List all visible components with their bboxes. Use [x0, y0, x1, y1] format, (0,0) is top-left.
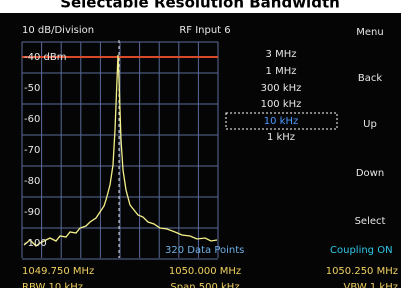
- frequency-label: 1050.000 MHz: [169, 266, 241, 277]
- coupling-status: Coupling ON: [330, 245, 393, 256]
- rbw-option[interactable]: 100 kHz: [261, 99, 302, 110]
- menu-button[interactable]: Back: [358, 73, 382, 84]
- setting-label: RBW 10 kHz: [22, 282, 83, 288]
- rbw-option[interactable]: 1 kHz: [267, 132, 295, 143]
- y-label: -100: [24, 238, 47, 249]
- menu-button[interactable]: Menu: [356, 27, 383, 38]
- screen: Selectable Resolution Bandwidth 10 dB/Di…: [0, 0, 401, 288]
- heading: Selectable Resolution Bandwidth: [60, 0, 340, 12]
- rbw-option[interactable]: 10 kHz: [264, 116, 298, 127]
- rbw-option[interactable]: 300 kHz: [261, 83, 302, 94]
- setting-label: VBW 1 kHz: [343, 282, 398, 288]
- frequency-label: 1049.750 MHz: [22, 266, 94, 277]
- y-label: -60: [24, 114, 40, 125]
- menu-button[interactable]: Up: [363, 119, 377, 130]
- y-label: -90: [24, 207, 40, 218]
- y-label: -40 dBm: [24, 52, 66, 63]
- y-label: -70: [24, 145, 40, 156]
- y-label: -50: [24, 83, 40, 94]
- frequency-label: 1050.250 MHz: [326, 266, 398, 277]
- menu-button[interactable]: Select: [355, 216, 386, 227]
- y-label: -80: [24, 176, 40, 187]
- rbw-option[interactable]: 1 MHz: [266, 66, 297, 77]
- rbw-option[interactable]: 3 MHz: [266, 49, 297, 60]
- menu-button[interactable]: Down: [356, 168, 384, 179]
- points-status: 320 Data Points: [165, 245, 244, 256]
- setting-label: Span 500 kHz: [170, 282, 239, 288]
- input-label: RF Input 6: [179, 25, 230, 36]
- scale-label: 10 dB/Division: [22, 25, 94, 36]
